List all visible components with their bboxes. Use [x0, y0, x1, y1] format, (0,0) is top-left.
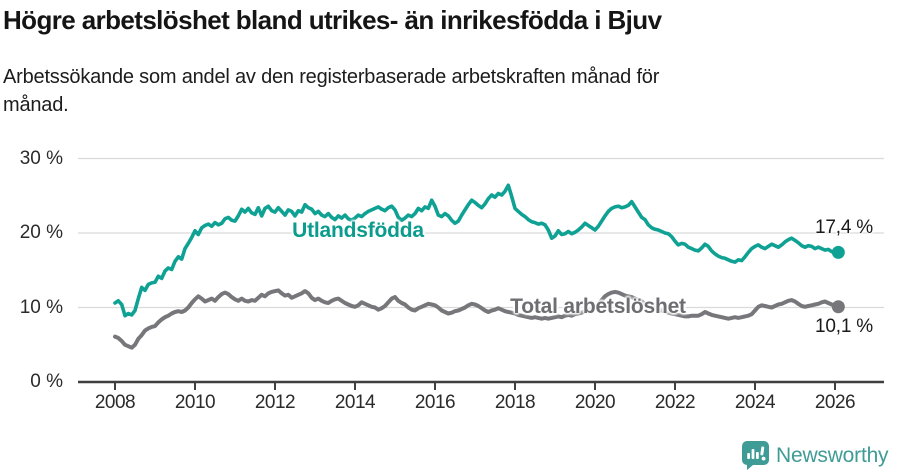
- x-axis-tick-label: 2012: [254, 392, 296, 413]
- x-axis-tick-label: 2022: [654, 392, 696, 413]
- page-title: Högre arbetslöshet bland utrikes- än inr…: [3, 5, 662, 35]
- y-axis-tick-label: 20 %: [19, 222, 63, 243]
- subtitle-line-1: Arbetssökande som andel av den registerb…: [3, 66, 660, 88]
- y-axis-tick-label: 10 %: [19, 296, 63, 318]
- series-label-total-arbetsloshet: Total arbetslöshet: [510, 295, 686, 318]
- end-value-label-total: 10,1 %: [815, 316, 873, 337]
- y-axis-tick-label: 0 %: [30, 371, 63, 392]
- x-axis-tick-label: 2008: [94, 392, 136, 413]
- x-axis-tick-label: 2020: [574, 392, 616, 413]
- chart-subtitle: Arbetssökande som andel av den registerb…: [3, 63, 893, 119]
- newsworthy-logo-text: Newsworthy: [776, 443, 889, 467]
- x-axis-tick-label: 2014: [334, 392, 376, 413]
- y-axis-tick-label: 30 %: [19, 147, 63, 169]
- newsworthy-logo: Newsworthy: [742, 441, 889, 470]
- x-axis-tick-label: 2026: [814, 392, 856, 413]
- x-axis-tick-label: 2024: [734, 392, 776, 413]
- subtitle-line-2: månad.: [3, 94, 69, 116]
- series-label-utlandsfodda: Utlandsfödda: [292, 219, 424, 242]
- x-axis-tick-label: 2010: [174, 392, 216, 413]
- end-value-label-utlandsfodda: 17,4 %: [815, 217, 873, 238]
- newsworthy-logo-icon: [742, 441, 769, 470]
- x-axis-tick-label: 2016: [414, 392, 456, 413]
- x-axis-tick-label: 2018: [494, 392, 536, 413]
